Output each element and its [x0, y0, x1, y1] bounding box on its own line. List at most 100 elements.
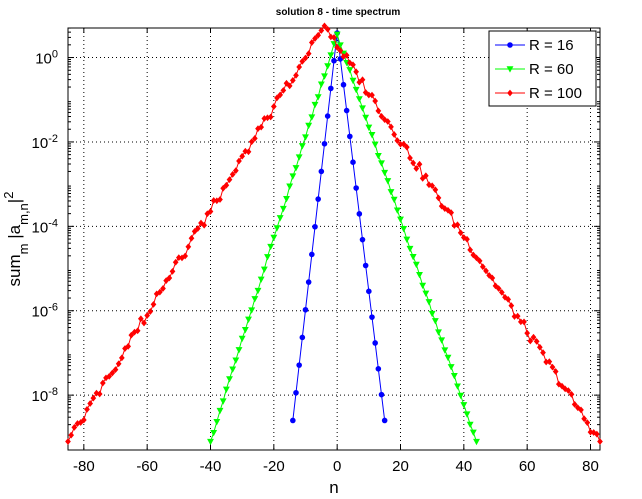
- data-point: [387, 189, 395, 196]
- data-point: [77, 419, 84, 426]
- data-point: [273, 225, 281, 232]
- data-point: [258, 123, 265, 131]
- series-line: [210, 32, 477, 442]
- data-point: [441, 347, 449, 354]
- data-point: [296, 63, 303, 71]
- data-point: [530, 333, 537, 341]
- data-point: [296, 362, 302, 368]
- legend: R = 16 R = 60 R = 100: [488, 30, 597, 107]
- data-point: [163, 277, 170, 284]
- y-label-sup: 2: [1, 192, 16, 199]
- data-point: [540, 349, 546, 356]
- data-point: [559, 382, 565, 390]
- data-point: [257, 276, 265, 283]
- data-point: [232, 357, 240, 364]
- data-point: [365, 124, 373, 131]
- data-point: [309, 251, 315, 258]
- y-tick-label: 10-2: [32, 133, 58, 152]
- data-point: [359, 76, 366, 84]
- data-point: [378, 391, 385, 398]
- data-point: [128, 331, 135, 339]
- data-point: [463, 411, 471, 418]
- legend-label: R = 100: [529, 85, 582, 102]
- data-point: [236, 157, 242, 165]
- data-point: [469, 429, 477, 436]
- data-point: [489, 274, 496, 282]
- data-point: [466, 421, 474, 429]
- data-point: [375, 107, 382, 115]
- data-point: [96, 390, 103, 398]
- data-point: [340, 81, 347, 88]
- grid: [68, 28, 600, 450]
- data-point: [106, 372, 113, 380]
- data-point: [369, 91, 375, 99]
- data-point: [295, 154, 303, 161]
- data-point: [407, 154, 413, 162]
- data-point: [533, 338, 540, 345]
- data-point: [144, 312, 151, 319]
- data-point: [473, 438, 480, 446]
- data-point: [584, 419, 591, 427]
- data-point: [333, 31, 341, 38]
- y-tick-label: 10-8: [32, 386, 58, 405]
- data-point: [311, 101, 319, 109]
- data-point: [457, 392, 465, 400]
- data-point: [169, 267, 176, 275]
- data-point: [65, 438, 71, 445]
- data-point: [400, 140, 407, 148]
- data-point: [507, 89, 513, 97]
- data-point: [260, 266, 268, 273]
- data-point: [238, 335, 246, 343]
- data-point: [213, 419, 221, 426]
- data-point: [270, 234, 278, 242]
- data-point: [454, 221, 461, 229]
- x-tick-label: 0: [333, 458, 341, 475]
- y-tick-label: 10-4: [32, 217, 58, 236]
- data-point: [381, 169, 389, 177]
- data-point: [410, 159, 417, 167]
- data-point: [431, 318, 439, 325]
- data-point: [147, 308, 154, 315]
- data-point: [346, 67, 354, 74]
- data-point: [321, 73, 328, 80]
- data-point: [419, 282, 427, 290]
- data-point: [321, 140, 328, 147]
- data-point: [188, 234, 195, 242]
- data-point: [428, 310, 436, 318]
- data-point: [514, 312, 521, 320]
- data-point: [429, 182, 436, 190]
- svg-text:summ |am,n|2: summ |am,n|2: [1, 192, 31, 287]
- data-point: [349, 77, 357, 85]
- y-axis-label: summ |am,n|2: [1, 192, 31, 287]
- y-label-base: sum: [5, 254, 24, 286]
- data-point: [597, 438, 603, 445]
- data-point: [445, 206, 451, 214]
- data-point: [226, 176, 233, 183]
- data-point: [235, 347, 243, 354]
- data-point: [574, 404, 581, 412]
- data-point: [413, 165, 420, 172]
- data-point: [371, 141, 379, 148]
- data-point: [507, 42, 513, 48]
- data-point: [343, 51, 350, 59]
- data-point: [403, 236, 411, 243]
- data-point: [375, 366, 382, 372]
- data-point: [368, 132, 376, 139]
- data-point: [302, 306, 309, 313]
- data-point: [435, 329, 442, 336]
- series: [65, 22, 603, 446]
- data-point: [315, 31, 322, 39]
- data-point: [248, 138, 255, 146]
- x-tick-label: -40: [200, 458, 222, 475]
- data-point: [366, 288, 372, 295]
- data-point: [283, 79, 290, 87]
- data-point: [378, 112, 385, 120]
- data-point: [444, 354, 452, 362]
- data-point: [460, 402, 468, 409]
- x-tick-label: 40: [455, 458, 472, 475]
- data-point: [318, 27, 325, 34]
- data-point: [527, 337, 534, 345]
- data-point: [353, 68, 360, 76]
- y-label-tail: |: [5, 199, 24, 203]
